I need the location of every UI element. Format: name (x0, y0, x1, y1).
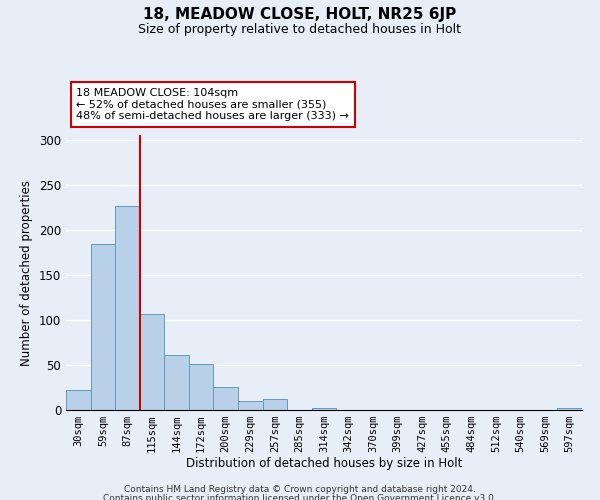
Bar (312, 408, 336, 410)
Text: Contains public sector information licensed under the Open Government Licence v3: Contains public sector information licen… (103, 494, 497, 500)
Bar (66, 390, 91, 410)
Bar (263, 399, 287, 410)
Bar (189, 364, 214, 410)
Text: 18, MEADOW CLOSE, HOLT, NR25 6JP: 18, MEADOW CLOSE, HOLT, NR25 6JP (143, 8, 457, 22)
Bar (214, 386, 238, 410)
Text: Contains HM Land Registry data © Crown copyright and database right 2024.: Contains HM Land Registry data © Crown c… (124, 485, 476, 494)
Bar (557, 408, 582, 410)
Text: Distribution of detached houses by size in Holt: Distribution of detached houses by size … (186, 458, 462, 470)
Text: Size of property relative to detached houses in Holt: Size of property relative to detached ho… (139, 22, 461, 36)
Bar (115, 206, 140, 410)
Bar (140, 314, 164, 410)
Text: 18 MEADOW CLOSE: 104sqm
← 52% of detached houses are smaller (355)
48% of semi-d: 18 MEADOW CLOSE: 104sqm ← 52% of detache… (76, 88, 349, 121)
Bar (164, 355, 189, 410)
Y-axis label: Number of detached properties: Number of detached properties (20, 180, 34, 366)
Bar (91, 244, 115, 410)
Bar (238, 401, 263, 410)
